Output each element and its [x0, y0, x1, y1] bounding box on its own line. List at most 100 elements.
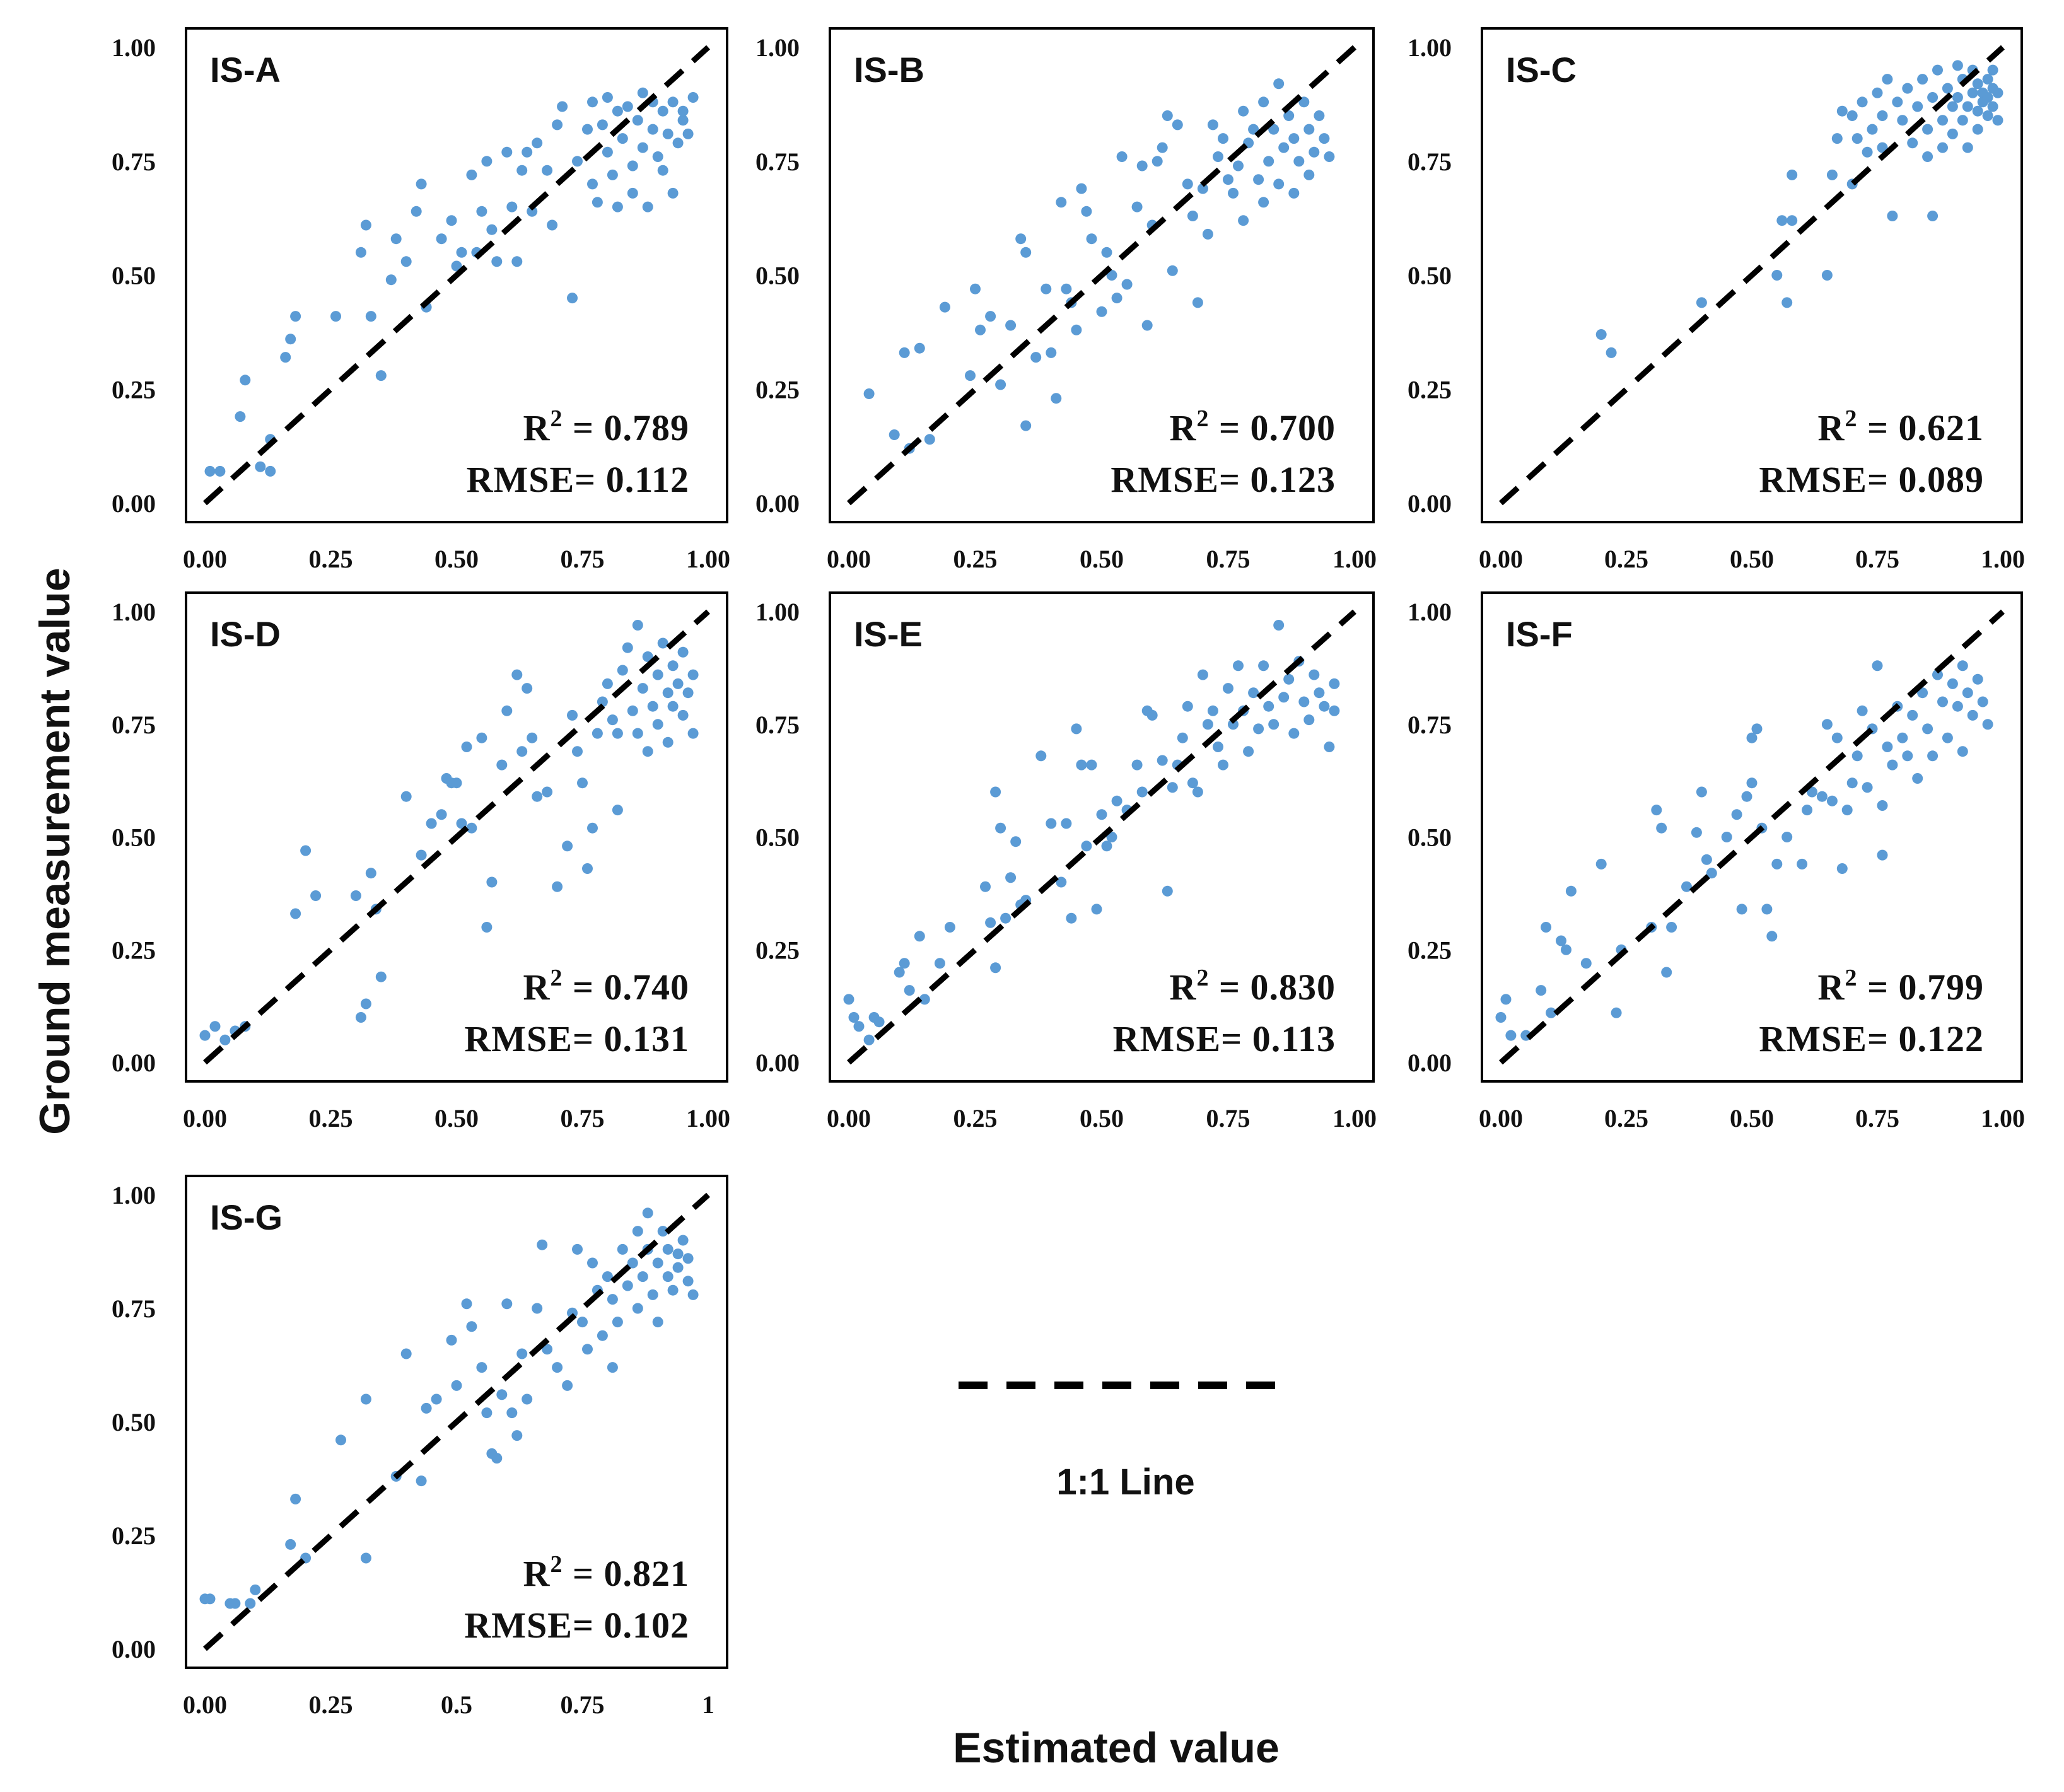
panel-is-d: 0.00 0.25 0.50 0.75 1.00 0.00 0.25 0.50 0.75 1.00…: [112, 591, 730, 1132]
y-tick-label: 0.75: [1408, 148, 1452, 176]
data-point: [400, 256, 412, 267]
data-point: [597, 1330, 608, 1341]
data-point: [1298, 696, 1310, 707]
data-point: [1303, 169, 1315, 180]
data-point: [1957, 660, 1968, 672]
data-point: [486, 876, 498, 888]
panel-frame: [829, 27, 1375, 523]
y-tick-label: 0.75: [112, 148, 156, 176]
data-point: [1081, 841, 1092, 852]
data-point: [491, 1453, 503, 1464]
y-tick-label: 0.50: [112, 1408, 156, 1436]
data-point: [602, 678, 613, 689]
data-point: [1987, 101, 1998, 112]
data-point: [1681, 881, 1692, 892]
data-point: [204, 465, 216, 477]
data-point: [375, 971, 387, 982]
data-point: [1248, 124, 1259, 135]
data-point: [1992, 87, 2003, 98]
data-point: [612, 805, 623, 816]
y-tick-label: 0.25: [755, 375, 800, 404]
x-tick-label: 0.25: [953, 1104, 998, 1132]
data-point: [431, 1393, 442, 1405]
data-point: [235, 411, 246, 422]
superscript-two: 2: [1196, 965, 1209, 991]
y-tick-label: 0.75: [112, 1295, 156, 1323]
data-point: [687, 92, 699, 103]
data-point: [1917, 74, 1928, 85]
data-point: [1967, 87, 1978, 98]
data-point: [516, 746, 528, 757]
data-point: [602, 1271, 613, 1283]
data-point: [1324, 151, 1335, 162]
data-point: [975, 324, 986, 335]
x-tick-label: 1.00: [1981, 1104, 2025, 1132]
data-point: [1253, 723, 1264, 735]
data-point: [985, 311, 996, 322]
r-squared-label: R2 = 0.700: [1170, 405, 1336, 448]
data-point: [1746, 732, 1758, 743]
data-point: [1656, 822, 1667, 834]
r-symbol: R: [1818, 967, 1845, 1008]
data-point: [1086, 233, 1097, 245]
panel-frame: [1481, 591, 2023, 1083]
y-tick-label: 0.25: [112, 1521, 156, 1550]
data-point: [245, 1598, 256, 1609]
data-point: [1846, 777, 1858, 789]
data-point: [1541, 922, 1552, 933]
data-point: [677, 1235, 689, 1246]
data-point: [587, 178, 598, 190]
data-point: [662, 128, 673, 139]
x-tick-label: 0.75: [561, 1690, 605, 1719]
data-point: [980, 881, 991, 892]
data-point: [662, 1271, 673, 1283]
one-to-one-line: [847, 609, 1356, 1065]
data-point: [1202, 228, 1213, 240]
data-point: [1495, 1012, 1507, 1023]
panel-frame: [185, 27, 728, 523]
data-point: [506, 1407, 518, 1419]
data-point: [597, 696, 608, 707]
data-point: [350, 890, 361, 901]
r-symbol: R: [523, 407, 551, 448]
data-point: [1319, 133, 1330, 144]
r-squared-value: = 0.830: [1209, 967, 1336, 1008]
rmse-label: RMSE= 0.102: [464, 1605, 689, 1646]
panel-frame: [185, 1175, 728, 1669]
data-point: [466, 1321, 477, 1332]
data-point: [1278, 142, 1290, 153]
y-tick-label: 0.50: [1408, 823, 1452, 852]
data-point: [1807, 786, 1817, 798]
y-tick-label: 0.75: [755, 711, 800, 739]
data-point: [1922, 124, 1933, 135]
data-point: [1696, 297, 1707, 308]
data-point: [607, 1294, 618, 1305]
x-tick-label: 0.75: [561, 545, 605, 573]
data-point: [647, 1289, 658, 1300]
data-point: [265, 465, 276, 477]
data-point: [637, 1271, 648, 1283]
data-point: [421, 1402, 432, 1414]
data-point: [1802, 805, 1813, 816]
data-point: [1882, 74, 1893, 85]
data-point: [1907, 137, 1918, 149]
data-point: [1992, 115, 2003, 126]
data-point: [1797, 858, 1808, 870]
data-point: [1020, 247, 1032, 258]
data-point: [1010, 836, 1022, 847]
data-point: [416, 849, 427, 861]
data-point: [562, 1380, 573, 1391]
data-point: [355, 1012, 366, 1023]
data-point: [400, 791, 412, 802]
y-tick-label: 0.75: [755, 148, 800, 176]
data-point: [506, 201, 518, 212]
data-point: [1821, 719, 1833, 730]
data-point: [1111, 293, 1122, 304]
data-point: [677, 105, 689, 117]
data-point: [1101, 841, 1112, 852]
data-point: [1096, 809, 1107, 820]
data-point: [1912, 773, 1923, 784]
data-point: [995, 379, 1006, 390]
data-point: [657, 105, 668, 117]
data-point: [1303, 124, 1315, 135]
